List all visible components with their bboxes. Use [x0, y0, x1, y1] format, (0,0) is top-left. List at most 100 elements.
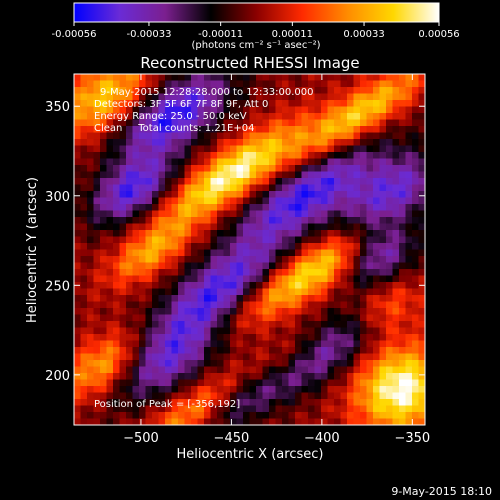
heatmap-cell — [249, 301, 257, 309]
heatmap-cell — [191, 191, 199, 199]
heatmap-cell — [210, 308, 218, 316]
heatmap-cell — [379, 405, 387, 413]
heatmap-cell — [308, 301, 316, 309]
heatmap-cell — [132, 340, 140, 348]
heatmap-cell — [418, 399, 425, 407]
heatmap-cell — [418, 106, 425, 114]
heatmap-cell — [347, 321, 355, 329]
heatmap-cell — [334, 249, 342, 257]
heatmap-cell — [171, 106, 179, 114]
heatmap-cell — [314, 132, 322, 140]
heatmap-cell — [243, 282, 251, 290]
heatmap-cell — [262, 295, 270, 303]
heatmap-cell — [373, 100, 381, 108]
heatmap-cell — [223, 288, 231, 296]
heatmap-cell — [275, 314, 283, 322]
heatmap-cell — [275, 262, 283, 270]
heatmap-cell — [191, 353, 199, 361]
heatmap-cell — [100, 366, 108, 374]
heatmap-cell — [217, 165, 225, 173]
heatmap-cell — [308, 269, 316, 277]
heatmap-cell — [269, 418, 277, 425]
heatmap-cell — [379, 269, 387, 277]
heatmap-cell — [236, 126, 244, 134]
heatmap-cell — [204, 230, 212, 238]
heatmap-cell — [204, 262, 212, 270]
heatmap-cell — [418, 87, 425, 95]
heatmap-cell — [197, 308, 205, 316]
heatmap-cell — [288, 126, 296, 134]
heatmap-cell — [275, 184, 283, 192]
heatmap-cell — [360, 418, 368, 425]
heatmap-cell — [145, 386, 153, 394]
heatmap-cell — [256, 197, 264, 205]
heatmap-cell — [301, 74, 309, 82]
heatmap-cell — [392, 210, 400, 218]
heatmap-cell — [275, 373, 283, 381]
heatmap-cell — [301, 87, 309, 95]
heatmap-cell — [217, 418, 225, 425]
heatmap-cell — [314, 243, 322, 251]
heatmap-cell — [119, 360, 127, 368]
heatmap-cell — [405, 74, 413, 82]
heatmap-cell — [210, 217, 218, 225]
heatmap-cell — [262, 321, 270, 329]
heatmap-cell — [93, 106, 101, 114]
heatmap-cell — [301, 308, 309, 316]
heatmap-cell — [327, 223, 335, 231]
heatmap-cell — [379, 366, 387, 374]
heatmap-cell — [340, 418, 348, 425]
heatmap-cell — [145, 145, 153, 153]
heatmap-cell — [178, 366, 186, 374]
heatmap-cell — [282, 275, 290, 283]
heatmap-cell — [158, 191, 166, 199]
heatmap-cell — [100, 139, 108, 147]
heatmap-cell — [93, 373, 101, 381]
heatmap-cell — [152, 360, 160, 368]
heatmap-cell — [74, 100, 82, 108]
heatmap-cell — [392, 243, 400, 251]
heatmap-cell — [353, 275, 361, 283]
heatmap-cell — [366, 288, 374, 296]
heatmap-cell — [204, 145, 212, 153]
heatmap-cell — [366, 178, 374, 186]
heatmap-cell — [230, 360, 238, 368]
heatmap-cell — [210, 178, 218, 186]
heatmap-cell — [145, 275, 153, 283]
heatmap-cell — [249, 223, 257, 231]
heatmap-cell — [282, 386, 290, 394]
heatmap-cell — [87, 87, 95, 95]
heatmap-cell — [217, 373, 225, 381]
heatmap-cell — [373, 80, 381, 88]
heatmap-cell — [334, 230, 342, 238]
heatmap-cell — [256, 321, 264, 329]
heatmap-cell — [145, 373, 153, 381]
heatmap-cell — [184, 405, 192, 413]
heatmap-cell — [418, 269, 425, 277]
heatmap-cell — [249, 132, 257, 140]
heatmap-cell — [308, 217, 316, 225]
heatmap-cell — [223, 301, 231, 309]
heatmap-cell — [243, 106, 251, 114]
heatmap-cell — [295, 139, 303, 147]
heatmap-cell — [80, 236, 88, 244]
heatmap-cell — [366, 334, 374, 342]
heatmap-cell — [243, 132, 251, 140]
heatmap-cell — [191, 236, 199, 244]
heatmap-cell — [256, 87, 264, 95]
heatmap-cell — [301, 249, 309, 257]
heatmap-cell — [243, 334, 251, 342]
heatmap-cell — [145, 191, 153, 199]
heatmap-cell — [314, 145, 322, 153]
heatmap-cell — [178, 113, 186, 121]
heatmap-cell — [334, 152, 342, 160]
heatmap-cell — [405, 282, 413, 290]
heatmap-cell — [217, 158, 225, 166]
heatmap-cell — [126, 412, 134, 420]
heatmap-cell — [399, 288, 407, 296]
heatmap-cell — [269, 191, 277, 199]
heatmap-cell — [386, 360, 394, 368]
heatmap-cell — [100, 243, 108, 251]
heatmap-cell — [360, 340, 368, 348]
heatmap-cell — [275, 347, 283, 355]
